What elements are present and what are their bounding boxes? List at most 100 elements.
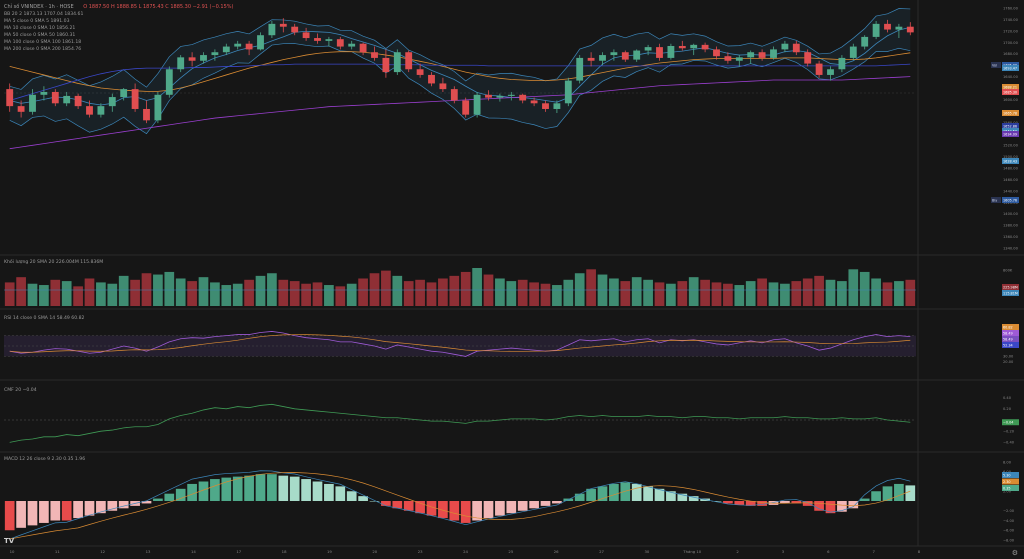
rsi-sma-line [9,334,911,353]
volume-bar [198,277,209,306]
macd-hist-bar [620,482,631,501]
volume-bar [175,278,186,306]
price-tick-label: 1720.00 [1003,29,1019,33]
macd-hist-bar [392,501,403,509]
candle-body [587,57,595,61]
macd-hist-bar [335,486,346,501]
macd-hist-bar [198,481,209,501]
macd-hist-bar [39,501,49,523]
price-tick-label: 1560.00 [1003,121,1019,125]
candle-body [895,26,903,30]
ma200-line [9,76,911,150]
macd-hist-bar [187,483,197,501]
macd-hist-bar [711,501,722,502]
candle-body [485,94,492,98]
price-tick-label: 1380.00 [1003,224,1019,228]
volume-bar [358,278,368,306]
macd-hist-bar [723,501,733,504]
volume-tick-label: 800K [1003,268,1013,272]
legend-rsi[interactable]: RSI 14 close 0 SMA 14 58.49 60.82 [4,316,85,321]
macd-tick-label: −4.00 [1003,519,1015,523]
macd-tag: 5.30 [1003,473,1011,477]
time-axis[interactable]: 10 11 12 13 14 17 18 19 20 23 24 25 26 27 30 Tháng 10 2 3… [10,549,921,554]
volume-bar [255,275,266,306]
candle-body [872,23,880,37]
rsi-line [4,331,916,357]
legend-ma100[interactable]: MA 100 close 0 SMA 100 1861.18 [4,40,82,45]
macd-tick-label: −6.00 [1003,529,1015,533]
bb-upper [9,8,911,90]
volume-bar [620,281,631,306]
volume-bar [837,281,847,306]
candle-body [633,50,641,60]
candle-body [792,43,800,53]
macd-hist-bar [517,501,528,511]
candle-body [336,39,344,47]
candle-body [713,49,720,57]
cmf-line [9,403,911,443]
legend-macd[interactable]: MACD 12 26 close 9 2.30 0.35 1.96 [4,457,86,462]
candle-body [735,57,743,61]
volume-bar [312,282,323,306]
ma100-line [9,63,911,101]
price-tick-label: 1360.00 [1003,235,1019,239]
legend-ma5[interactable]: MA 5 close 0 SMA 5 1891.03 [4,19,70,24]
volume-bar [723,283,733,306]
right-axis[interactable]: 1760.001740.001720.001700.001680.001660.… [991,7,1019,543]
time-tick-label: 25 [508,549,513,554]
volume-bar [609,278,619,306]
candle-body [222,46,230,53]
legend-ma200[interactable]: MA 200 close 0 SMA 200 1854.76 [4,47,82,52]
candlestick-series[interactable] [6,18,914,124]
macd-hist-bar [118,501,129,509]
volume-bar [130,279,140,306]
candle-body [63,95,71,104]
candle-body [758,52,766,58]
volume-bar [574,273,585,306]
macd-hist-bar [791,501,802,504]
volume-bar [894,281,904,306]
candle-body [747,52,755,58]
price-tag-bg [1002,89,1019,95]
volume-bar [654,282,665,306]
legend-volume[interactable]: Khối lượng 20 SMA 20 226.004M 115.836M [4,260,104,265]
volume-bar [438,278,448,306]
candle-body [120,89,128,98]
candle-body [656,47,663,58]
symbol-header[interactable]: Chỉ số VNINDEX · 1h · HOSE O 1887.50 H 1… [4,4,234,10]
gear-icon[interactable]: ⚙ [1011,549,1018,557]
legend-ma50[interactable]: MA 50 close 0 SMA 50 1860.31 [4,33,76,38]
macd-hist-bar [403,501,414,511]
rsi-line [9,331,911,357]
macd-hist-bar [232,476,243,501]
candle-body [770,49,777,58]
candle-body [348,43,356,47]
price-tick-label: 1680.00 [1003,52,1019,56]
volume-bar [39,285,49,306]
candle-body [530,100,538,104]
volume-bar [369,273,380,306]
price-tag-label-bg [991,197,1001,203]
volume-bar [324,285,334,306]
macd-hist-bar [210,479,220,501]
macd-hist-bar [61,501,72,521]
volume-bar [141,273,152,306]
volume-bar [677,281,688,306]
legend-bb[interactable]: BB 20 2 1873.13 1707.04 1834.61 [4,12,84,17]
price-tick-label: 1480.00 [1003,167,1019,171]
volume-bar [289,281,300,306]
price-tag-value: 1605.76 [1003,198,1017,202]
macd-tag-bg [1002,478,1019,485]
macd-hist-bar [438,501,448,519]
legend-ma10[interactable]: MA 10 close 0 SMA 10 1856.21 [4,26,76,31]
legend-cmf[interactable]: CMF 20 −0.04 [4,388,37,393]
macd-hist-bar [96,501,106,514]
volume-tag-bg [1002,284,1019,290]
time-tick-label: 18 [282,549,287,554]
macd-hist-bar [381,501,391,506]
macd-hist-bar [278,475,289,501]
volume-bar [495,278,505,306]
tradingview-logo-icon: TV [4,537,15,545]
symbol-title[interactable]: Chỉ số VNINDEX · 1h · HOSE [4,4,74,10]
